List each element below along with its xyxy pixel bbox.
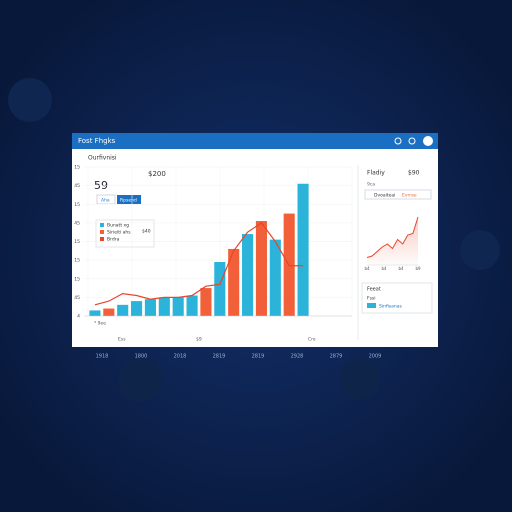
legend-box	[95, 219, 155, 248]
bar	[103, 308, 115, 316]
info-link[interactable]: Sinfisanas	[379, 304, 403, 310]
trend-line	[366, 216, 419, 258]
bar	[131, 301, 143, 316]
header-bar	[72, 133, 438, 149]
y-tick-label: 4	[77, 314, 80, 320]
button[interactable]	[117, 195, 141, 204]
axis-note: Ess	[118, 337, 126, 343]
button-label[interactable]: Rpsend	[120, 198, 137, 204]
bokeh	[340, 360, 380, 400]
axis-note: * 9ee	[94, 321, 106, 327]
bar	[269, 239, 281, 316]
summary-label: Ourfivnisi	[88, 155, 117, 162]
bar	[228, 248, 240, 316]
bar	[117, 304, 129, 316]
y-tick-label: 15	[74, 165, 80, 171]
legend-label: Brdra	[107, 237, 120, 243]
footer-label: 2819	[252, 354, 265, 360]
y-tick-label: 45	[74, 295, 80, 301]
bokeh	[118, 358, 162, 402]
y-tick-label: 15	[74, 276, 80, 282]
legend-swatch	[100, 223, 104, 227]
legend-swatch	[100, 230, 104, 234]
dropdown[interactable]	[364, 189, 432, 200]
y-tick-label: 15	[74, 258, 80, 264]
y-tick-label: 15	[74, 202, 80, 208]
legend-label: Sirieiti ahs	[107, 230, 131, 236]
info-line: Fssi	[367, 296, 376, 302]
y-tick-label: 45	[74, 220, 80, 226]
bokeh	[460, 230, 500, 270]
y-tick-label: 15	[74, 239, 80, 245]
search-icon[interactable]	[394, 137, 402, 145]
legend-swatch	[100, 237, 104, 241]
trend-area	[367, 217, 418, 265]
legend-note: $40	[142, 229, 151, 235]
footer-label: 2819	[213, 354, 226, 360]
footer-label: 2018	[174, 354, 187, 360]
avatar[interactable]	[423, 136, 433, 146]
bar	[200, 288, 212, 316]
button-label[interactable]: Aha	[101, 198, 110, 204]
dropdown-label[interactable]: Dvoaiteai	[374, 193, 395, 199]
footer-label: 1918	[96, 354, 109, 360]
footer-label: 1800	[135, 354, 148, 360]
trend-label: b4	[398, 266, 404, 271]
summary-amount: $200	[148, 170, 166, 178]
panel-title: Fladiy	[367, 170, 385, 177]
trend-label: b9	[415, 266, 421, 271]
bar	[144, 299, 156, 316]
trend-label: b4	[364, 266, 370, 271]
bar	[214, 261, 226, 316]
axis-note: $9	[196, 337, 202, 343]
info-title: Feeat	[367, 287, 381, 293]
bell-icon[interactable]	[408, 137, 416, 145]
bar	[255, 221, 267, 316]
footer-label: 2928	[291, 354, 304, 360]
header-title: Fost Fhgks	[78, 137, 116, 145]
legend-label: Bunatt xg	[107, 223, 129, 229]
y-tick-label: 45	[74, 183, 80, 189]
axis-note: Cre	[308, 337, 316, 343]
footer-label: 2879	[330, 354, 343, 360]
bar	[158, 297, 170, 316]
info-chip	[367, 303, 376, 308]
bokeh	[8, 78, 52, 122]
footer-label: 2009	[369, 354, 382, 360]
dropdown-tag[interactable]: Evrrae	[402, 193, 417, 199]
bar	[172, 297, 184, 316]
bar	[186, 295, 198, 316]
bar	[297, 183, 309, 316]
bar	[242, 234, 254, 316]
panel-value: $90	[408, 170, 420, 177]
bar	[89, 310, 101, 316]
panel-sub: 9ca	[367, 182, 375, 188]
trend-label: b4	[381, 266, 387, 271]
line-series	[94, 222, 304, 306]
